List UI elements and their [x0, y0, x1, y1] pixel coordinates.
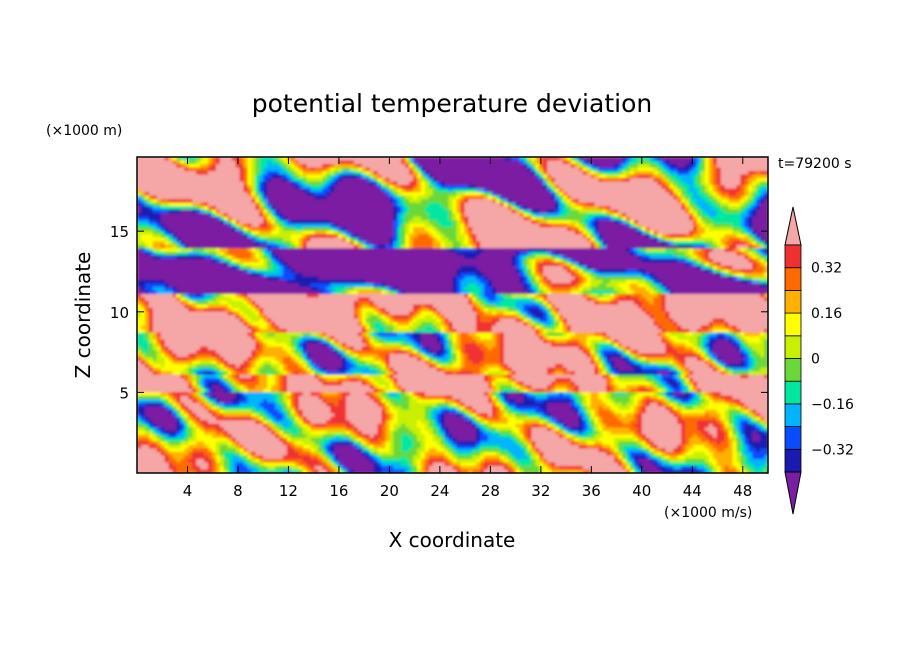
colorbar-box	[784, 267, 802, 291]
x-tick-label: 12	[279, 482, 298, 500]
y-tick-label: 10	[110, 304, 129, 322]
x-tick-label: 4	[183, 482, 193, 500]
colorbar-box	[784, 289, 802, 314]
x-tick-label: 24	[430, 482, 449, 500]
y-axis-label: Z coordinate	[71, 252, 95, 379]
x-tick-label: 8	[233, 482, 243, 500]
x-tick-label: 20	[380, 482, 399, 500]
chart-title: potential temperature deviation	[252, 89, 652, 118]
colorbar-label: −0.32	[811, 442, 854, 458]
colorbar-extend-min	[784, 471, 802, 515]
y-tick-label: 15	[110, 223, 129, 241]
x-axis-label: X coordinate	[389, 528, 516, 552]
x-tick-label: 36	[582, 482, 601, 500]
time-label: t=79200 s	[778, 156, 852, 172]
colorbar-box	[784, 335, 802, 359]
colorbar-extend-max	[784, 206, 802, 246]
heatmap-field	[137, 157, 768, 473]
colorbar: 0.32 0.16 0 −0.16 −0.32	[784, 206, 854, 515]
colorbar-box	[784, 244, 802, 269]
colorbar-label: 0.16	[811, 306, 842, 322]
colorbar-box	[784, 448, 802, 473]
x-axis: 4 8 12 16 20 24 28 32 36 40 44 48	[183, 157, 752, 500]
colorbar-label: 0	[811, 352, 820, 368]
x-tick-label: 40	[632, 482, 651, 500]
x-tick-label: 28	[481, 482, 500, 500]
colorbar-box	[784, 380, 802, 405]
colorbar-label: −0.16	[811, 397, 854, 413]
y-units-label: (×1000 m)	[46, 123, 122, 139]
x-tick-label: 16	[329, 482, 348, 500]
y-axis: 5 10 15	[110, 223, 768, 402]
colorbar-box	[784, 403, 802, 427]
colorbar-box	[784, 358, 802, 382]
y-tick-label: 5	[119, 384, 129, 402]
x-tick-label: 44	[683, 482, 702, 500]
x-tick-label: 32	[531, 482, 550, 500]
colorbar-box	[784, 426, 802, 450]
x-tick-label: 48	[733, 482, 752, 500]
colorbar-label: 0.32	[811, 261, 842, 277]
colorbar-box	[784, 312, 802, 337]
plot-frame	[136, 156, 769, 474]
x-units-label: (×1000 m/s)	[664, 505, 752, 521]
